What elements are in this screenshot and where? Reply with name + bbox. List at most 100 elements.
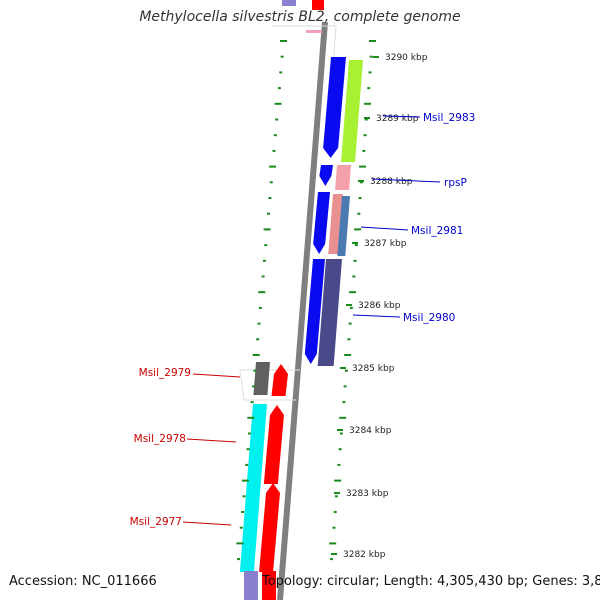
feature-top-pink [306,30,322,33]
right-tick-0 [369,40,376,42]
gene-leader-2 [360,226,409,231]
right-tick-3 [367,87,371,90]
map-title: Methylocella silvestris BL2, complete ge… [139,9,461,25]
left-tick-21 [253,369,257,372]
right-tick-26 [338,448,342,451]
left-tick-27 [245,463,249,466]
ruler-label-5: 3285 kbp [352,364,395,374]
left-tick-22 [252,385,256,388]
right-tick-19 [347,338,351,341]
left-tick-4 [274,102,282,105]
ruler-tick-8 [331,553,337,555]
right-tick-2 [368,71,372,74]
accession-text: Accession: NC_011666 [9,574,157,589]
left-tick-2 [279,71,283,74]
left-tick-30 [241,511,245,513]
track-outline-mid [239,369,300,401]
gene-arrow-blue-4 [304,259,325,364]
left-tick-8 [269,165,277,168]
right-tick-5 [364,118,368,121]
left-tick-32 [236,542,244,545]
gene-label-msil_2978: Msil_2978 [134,433,186,445]
right-tick-23 [342,401,346,404]
ruler-label-4: 3286 kbp [358,301,401,311]
gene-label-msil_2983: Msil_2983 [423,112,475,124]
gene-block-pink [335,165,351,190]
gene-leader-5 [186,438,237,443]
right-tick-33 [329,558,333,561]
backbone-line [277,21,328,600]
right-tick-12 [354,228,362,231]
right-tick-24 [339,416,347,419]
feature-bottom-lavender [244,571,258,600]
right-tick-16 [349,291,357,294]
ruler-label-3: 3287 kbp [364,239,407,249]
right-tick-32 [329,542,337,545]
gene-leader-1 [371,178,441,183]
right-tick-15 [352,275,356,278]
left-tick-19 [256,338,260,341]
right-tick-8 [359,165,367,168]
right-tick-28 [334,479,342,482]
right-tick-29 [334,495,338,498]
ruler-tick-3 [352,242,358,244]
gene-label-rpsp: rpsP [444,177,467,189]
gene-leader-3 [352,314,401,318]
right-tick-31 [332,526,336,529]
right-tick-13 [354,244,358,247]
ruler-tick-0 [373,56,379,58]
gene-arrow-blue-3 [313,192,330,254]
left-tick-31 [239,526,243,529]
left-tick-20 [252,354,260,356]
gene-leader-0 [382,115,421,118]
right-tick-6 [363,134,367,137]
left-tick-17 [258,306,262,309]
right-tick-17 [349,306,353,309]
ruler-label-1: 3289 kbp [376,114,419,124]
left-tick-23 [250,401,254,404]
left-tick-16 [258,291,266,294]
right-tick-27 [337,463,341,466]
gene-block-gray [253,362,270,395]
right-tick-20 [344,354,352,356]
gene-block-steel [337,196,350,256]
left-tick-5 [275,118,279,121]
right-tick-10 [358,197,362,199]
gene-block-cyan [239,404,267,572]
topology-summary: Topology: circular; Length: 4,305,430 bp… [262,574,600,589]
left-tick-1 [280,55,284,58]
ruler-label-2: 3288 kbp [370,177,413,187]
left-tick-29 [242,495,246,498]
gene-label-msil_2979: Msil_2979 [139,367,191,379]
left-tick-24 [247,416,255,419]
left-tick-10 [268,197,272,199]
left-tick-25 [247,432,251,435]
ruler-label-0: 3290 kbp [385,53,428,63]
ruler-tick-2 [358,180,364,182]
gene-block-slate [317,259,342,366]
right-tick-11 [357,212,361,215]
ruler-tick-5 [340,367,346,369]
gene-leader-4 [192,373,241,378]
left-tick-14 [262,259,266,262]
ruler-tick-1 [364,117,370,119]
ruler-tick-4 [346,304,352,306]
ruler-tick-6 [337,429,343,431]
ruler-label-7: 3283 kbp [346,489,389,499]
gene-leader-6 [182,521,232,526]
gene-arrow-red-3 [259,483,280,572]
right-tick-30 [333,511,337,513]
gene-label-msil_2980: Msil_2980 [403,312,455,324]
feature-top-red [312,0,324,10]
left-tick-15 [261,275,265,278]
left-tick-6 [273,134,277,137]
feature-top-lavender [282,0,296,6]
right-tick-21 [344,369,348,372]
right-tick-4 [364,102,372,105]
gene-arrow-blue-2 [319,165,333,186]
left-tick-26 [246,448,250,451]
left-tick-9 [269,181,273,184]
right-tick-9 [359,181,363,184]
right-tick-14 [353,259,357,262]
